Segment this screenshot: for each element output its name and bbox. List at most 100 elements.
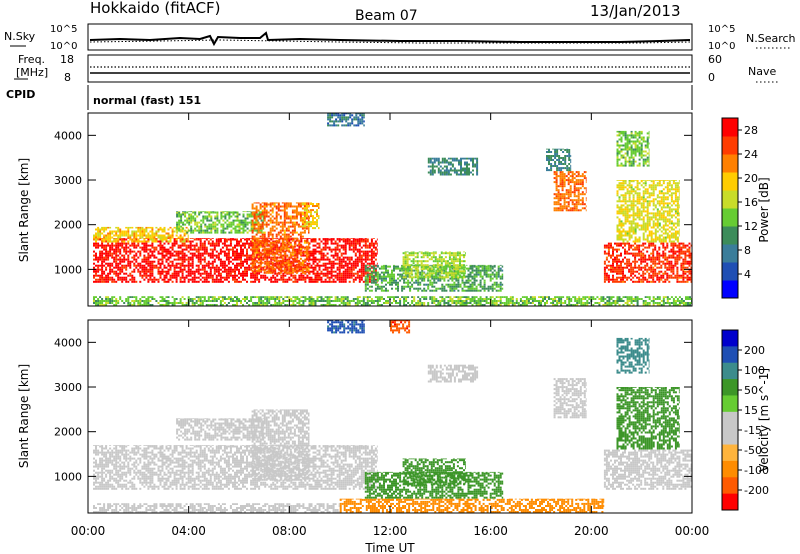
data-cell (107, 276, 110, 279)
data-cell (344, 242, 347, 245)
data-cell (282, 278, 285, 281)
data-cell (222, 227, 225, 230)
data-cell (149, 230, 152, 233)
data-cell (360, 272, 363, 275)
data-cell (275, 207, 278, 210)
data-cell (433, 165, 436, 168)
data-cell (501, 277, 504, 280)
data-cell (248, 242, 251, 245)
data-cell (291, 237, 294, 240)
data-cell (151, 252, 154, 255)
data-cell (287, 241, 290, 244)
data-cell (322, 238, 325, 241)
data-cell (117, 226, 120, 229)
data-cell (354, 252, 357, 255)
data-cell (261, 209, 264, 212)
data-cell (153, 276, 156, 279)
data-cell (433, 157, 436, 160)
data-cell (461, 267, 464, 270)
data-cell (439, 279, 442, 282)
data-cell (434, 251, 437, 253)
data-cell (225, 278, 228, 281)
data-cell (123, 276, 126, 279)
data-cell (372, 246, 375, 249)
data-cell (141, 234, 144, 237)
data-cell (99, 252, 102, 255)
data-cell (401, 289, 404, 292)
data-cell (463, 283, 466, 286)
data-cell (259, 205, 262, 208)
data-cell (407, 275, 410, 278)
data-cell (330, 238, 333, 239)
data-cell (485, 267, 488, 270)
data-cell (458, 161, 460, 164)
data-cell (232, 258, 234, 261)
data-cell (153, 260, 156, 263)
data-cell (93, 250, 95, 253)
data-cell (297, 213, 300, 216)
data-cell (301, 219, 304, 222)
data-cell (294, 274, 297, 277)
data-cell (372, 265, 375, 268)
data-cell (191, 280, 194, 283)
data-cell (121, 238, 124, 239)
data-cell (460, 165, 462, 168)
data-cell (434, 252, 437, 255)
data-cell (459, 256, 461, 259)
data-cell (117, 262, 120, 265)
data-cell (571, 207, 574, 210)
data-cell (440, 260, 443, 263)
data-cell (559, 179, 562, 182)
data-cell (244, 223, 247, 226)
data-cell (251, 213, 254, 216)
data-cell (308, 203, 310, 206)
data-cell (272, 256, 275, 259)
data-cell (318, 215, 320, 218)
data-cell (563, 207, 566, 210)
data-cell (193, 238, 196, 241)
data-cell (403, 285, 406, 288)
data-cell (305, 211, 308, 214)
data-cell (322, 272, 325, 275)
data-cell (305, 267, 308, 270)
data-cell (111, 276, 114, 279)
data-cell (277, 231, 280, 234)
data-cell (318, 203, 320, 205)
data-cell (483, 265, 486, 268)
data-cell (147, 256, 150, 259)
data-cell (475, 275, 478, 278)
data-cell (577, 175, 580, 178)
data-cell (289, 245, 292, 248)
data-cell (607, 260, 610, 263)
data-cell (119, 230, 122, 233)
data-cell (248, 211, 251, 213)
data-cell (229, 240, 232, 243)
data-cell (308, 209, 310, 212)
data-cell (372, 260, 375, 263)
data-cell (244, 221, 247, 224)
data-cell (261, 241, 264, 244)
data-cell (495, 285, 498, 288)
data-cell (269, 221, 272, 224)
data-cell (222, 215, 225, 218)
data-cell (176, 227, 179, 230)
data-cell (137, 228, 140, 231)
data-cell (352, 280, 355, 283)
data-cell (269, 241, 272, 244)
data-cell (251, 259, 254, 262)
data-cell (251, 229, 254, 232)
data-cell (145, 250, 148, 253)
data-cell (258, 211, 261, 213)
data-cell (259, 259, 262, 262)
data-cell (255, 265, 258, 268)
data-cell (573, 189, 576, 192)
data-cell (189, 248, 192, 251)
data-cell (178, 219, 181, 222)
data-cell (471, 267, 474, 270)
data-cell (163, 266, 166, 269)
data-cell (301, 231, 304, 234)
data-cell (176, 211, 179, 214)
data-cell (151, 240, 154, 243)
data-cell (213, 272, 216, 275)
data-cell (95, 238, 97, 241)
